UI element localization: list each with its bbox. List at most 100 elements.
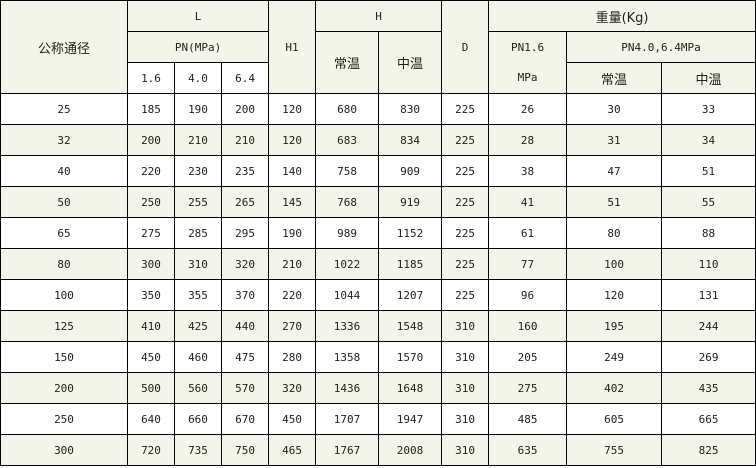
cell-weight-medium: 131 [661,279,756,311]
cell-h1: 270 [268,310,317,342]
cell-h-medium: 2008 [378,434,443,466]
header-weight-normal: 常温 [566,62,663,94]
cell-h-medium: 1152 [378,217,443,249]
table-row: 50 250 255 265 145 768 919 225 41 51 55 [0,186,756,218]
table-row: 100 350 355 370 220 1044 1207 225 96 120 131 [0,279,756,311]
table-row: 250 640 660 670 450 1707 1947 310 485 605 665 [0,403,756,435]
cell-h-medium: 909 [378,155,443,187]
cell-h-normal: 1336 [315,310,380,342]
cell-d: 225 [441,279,490,311]
cell-weight-pn16: 41 [488,186,568,218]
cell-l-6-4: 295 [220,217,270,249]
cell-l-4-0: 190 [174,93,222,125]
cell-h1: 145 [268,186,317,218]
cell-l-4-0: 460 [174,341,222,373]
cell-l-4-0: 285 [174,217,222,249]
cell-d: 225 [441,186,490,218]
table-row: 125 410 425 440 270 1336 1548 310 160 195 244 [0,310,756,342]
header-weight: 重量(Kg) [488,0,756,32]
cell-h-medium: 1570 [378,341,443,373]
cell-weight-pn16: 635 [488,434,568,466]
cell-l-6-4: 210 [220,124,270,156]
cell-weight-normal: 30 [566,93,663,125]
cell-d: 225 [441,217,490,249]
cell-h-normal: 1358 [315,341,380,373]
cell-l-1-6: 220 [127,155,175,187]
cell-dn: 65 [0,217,128,249]
cell-weight-medium: 244 [661,310,756,342]
cell-l-4-0: 735 [174,434,222,466]
cell-d: 225 [441,248,490,280]
cell-h-normal: 1436 [315,372,380,404]
cell-l-6-4: 670 [220,403,270,435]
cell-dn: 300 [0,434,128,466]
cell-l-1-6: 275 [127,217,175,249]
cell-h-normal: 1767 [315,434,380,466]
table-row: 80 300 310 320 210 1022 1185 225 77 100 110 [0,248,756,280]
cell-weight-medium: 110 [661,248,756,280]
cell-l-4-0: 560 [174,372,222,404]
cell-h1: 190 [268,217,317,249]
cell-l-6-4: 320 [220,248,270,280]
cell-weight-pn16: 96 [488,279,568,311]
cell-l-6-4: 235 [220,155,270,187]
table-row: 65 275 285 295 190 989 1152 225 61 80 88 [0,217,756,249]
cell-weight-medium: 665 [661,403,756,435]
cell-weight-pn16: 77 [488,248,568,280]
cell-weight-pn16: 205 [488,341,568,373]
cell-weight-normal: 249 [566,341,663,373]
cell-h-normal: 683 [315,124,380,156]
cell-h-normal: 680 [315,93,380,125]
cell-h-medium: 1947 [378,403,443,435]
cell-l-1-6: 300 [127,248,175,280]
cell-h-normal: 1707 [315,403,380,435]
cell-h-normal: 758 [315,155,380,187]
table-row: 150 450 460 475 280 1358 1570 310 205 249 269 [0,341,756,373]
header-weight-pn16-unit: MPa [488,62,568,94]
header-H: H [315,0,443,32]
cell-h1: 450 [268,403,317,435]
cell-dn: 250 [0,403,128,435]
cell-l-1-6: 720 [127,434,175,466]
table-row: 200 500 560 570 320 1436 1648 310 275 402 435 [0,372,756,404]
cell-weight-pn16: 26 [488,93,568,125]
cell-weight-normal: 100 [566,248,663,280]
cell-l-1-6: 410 [127,310,175,342]
cell-l-6-4: 570 [220,372,270,404]
header-pn-1-6: 1.6 [127,62,175,94]
cell-l-6-4: 750 [220,434,270,466]
cell-weight-normal: 80 [566,217,663,249]
header-H1: H1 [268,0,317,94]
cell-h-medium: 830 [378,93,443,125]
table-row: 300 720 735 750 465 1767 2008 310 635 755 825 [0,434,756,466]
cell-h1: 465 [268,434,317,466]
cell-weight-normal: 605 [566,403,663,435]
cell-d: 225 [441,155,490,187]
table-body: 25 185 190 200 120 680 830 225 26 30 33 32 200 210 210… [0,93,756,466]
cell-h1: 320 [268,372,317,404]
cell-d: 225 [441,93,490,125]
cell-l-6-4: 200 [220,93,270,125]
cell-weight-normal: 402 [566,372,663,404]
cell-h-medium: 834 [378,124,443,156]
cell-h1: 120 [268,93,317,125]
cell-h1: 210 [268,248,317,280]
header-pn-4-0: 4.0 [174,62,222,94]
header-weight-medium: 中温 [661,62,756,94]
header-H-medium: 中温 [378,31,443,94]
table-row: 40 220 230 235 140 758 909 225 38 47 51 [0,155,756,187]
header-D: D [441,0,490,94]
cell-h-normal: 1044 [315,279,380,311]
cell-dn: 32 [0,124,128,156]
cell-weight-medium: 435 [661,372,756,404]
cell-weight-pn16: 160 [488,310,568,342]
cell-d: 310 [441,403,490,435]
table-row: 32 200 210 210 120 683 834 225 28 31 34 [0,124,756,156]
cell-l-1-6: 500 [127,372,175,404]
cell-dn: 100 [0,279,128,311]
cell-h-medium: 1648 [378,372,443,404]
cell-weight-normal: 195 [566,310,663,342]
cell-d: 225 [441,124,490,156]
cell-h1: 140 [268,155,317,187]
cell-weight-medium: 88 [661,217,756,249]
